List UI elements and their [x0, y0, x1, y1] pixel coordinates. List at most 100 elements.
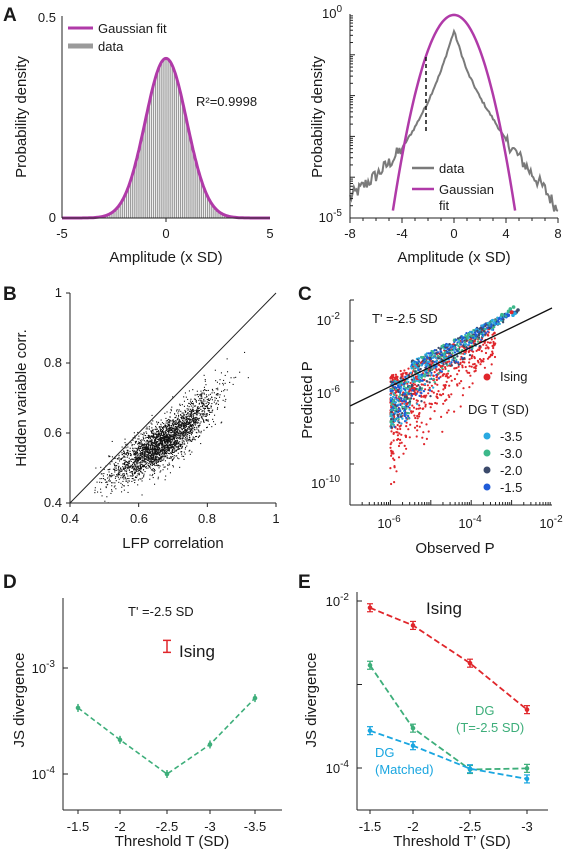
scatter-point: [219, 394, 221, 396]
scatter-point: [141, 464, 143, 466]
scatter-point: [174, 444, 176, 446]
scatter-point: [114, 485, 116, 487]
scatter-point: [203, 386, 205, 388]
scatter-point: [170, 456, 172, 458]
scatter-point: [166, 426, 168, 428]
scatter-point: [143, 465, 145, 467]
scatter-point: [160, 433, 162, 435]
scatter-point: [155, 450, 157, 452]
point-dg: [443, 354, 446, 357]
scatter-point: [136, 462, 138, 464]
point-dg: [481, 333, 484, 337]
scatter-point: [206, 405, 208, 407]
scatter-point: [170, 441, 172, 443]
scatter-point: [184, 417, 186, 419]
scatter-point: [170, 438, 172, 440]
scatter-point: [134, 437, 136, 439]
scatter-point: [157, 438, 159, 440]
scatter-point: [200, 432, 202, 434]
scatter-point: [139, 447, 141, 449]
scatter-point: [116, 475, 118, 477]
scatter-point: [158, 433, 160, 435]
scatter-point: [205, 384, 207, 386]
scatter-point: [152, 463, 154, 465]
scatter-point: [175, 434, 177, 436]
point-dg: [466, 334, 470, 337]
scatter-point: [123, 468, 125, 470]
point-dg: [423, 360, 426, 364]
scatter-point: [176, 409, 178, 411]
scatter-point: [160, 431, 162, 433]
scatter-point: [174, 445, 176, 447]
hist-bar: [169, 61, 171, 218]
scatter-point: [185, 421, 187, 423]
scatter-point: [191, 418, 193, 420]
scatter-point: [189, 425, 191, 427]
scatter-point: [135, 451, 137, 453]
scatter-point: [160, 470, 162, 472]
point-dg: [474, 328, 477, 331]
scatter-point: [118, 467, 120, 469]
point-ising: [400, 441, 403, 444]
point-ising: [448, 384, 451, 387]
scatter-point: [187, 409, 189, 411]
scatter-point: [132, 474, 134, 476]
scatter-point: [127, 446, 129, 448]
scatter-point: [178, 423, 180, 425]
scatter-point: [179, 425, 181, 427]
scatter-point: [157, 478, 159, 480]
scatter-point: [109, 455, 111, 457]
scatter-point: [143, 461, 145, 463]
scatter-point: [184, 392, 186, 394]
scatter-point: [170, 434, 172, 436]
scatter-point: [178, 422, 180, 424]
scatter-point: [206, 398, 208, 400]
scatter-point: [132, 450, 134, 452]
point-ising: [445, 374, 448, 378]
scatter-point: [196, 428, 198, 430]
point-dg: [480, 327, 483, 330]
scatter-point: [159, 436, 161, 438]
scatter-point: [156, 423, 158, 425]
scatter-point: [170, 408, 172, 410]
scatter-point: [135, 450, 137, 452]
scatter-point: [182, 435, 184, 437]
scatter-point: [147, 455, 149, 457]
scatter-point: [233, 377, 235, 379]
scatter-point: [183, 440, 185, 442]
scatter-point: [201, 415, 203, 417]
scatter-point: [193, 412, 195, 414]
scatter-point: [135, 458, 137, 460]
scatter-point: [171, 450, 173, 452]
scatter-point: [135, 460, 137, 462]
scatter-point: [165, 430, 167, 432]
scatter-point: [173, 432, 175, 434]
hist-bar: [127, 186, 130, 218]
scatter-point: [179, 437, 181, 439]
point-dg: [389, 421, 392, 424]
scatter-point: [214, 369, 216, 371]
scatter-point: [111, 475, 113, 477]
scatter-point: [188, 450, 190, 452]
scatter-point: [155, 444, 157, 446]
scatter-point: [179, 466, 181, 468]
point-ising: [390, 430, 393, 433]
scatter-point: [109, 468, 111, 470]
scatter-point: [212, 409, 214, 411]
scatter-point: [178, 421, 180, 423]
point-dg: [389, 393, 392, 397]
scatter-point: [170, 457, 172, 459]
point-ising: [450, 393, 453, 396]
point-ising: [457, 365, 460, 368]
scatter-point: [188, 427, 190, 429]
point-ising: [412, 392, 416, 395]
scatter-point: [165, 447, 167, 449]
scatter-point: [153, 441, 155, 443]
point-ising: [390, 449, 393, 452]
scatter-point: [182, 432, 184, 434]
point-dg: [401, 405, 404, 409]
point-ising: [389, 467, 392, 470]
scatter-point: [211, 396, 213, 398]
scatter-point: [165, 475, 167, 477]
point-ising: [449, 374, 452, 378]
